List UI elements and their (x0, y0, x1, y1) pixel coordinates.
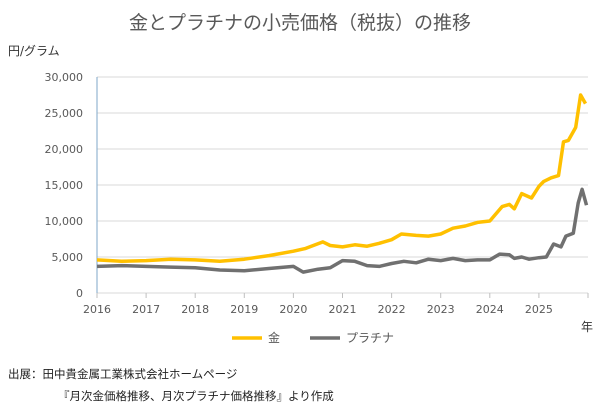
y-tick-label: 30,000 (45, 71, 84, 84)
x-tick-label: 2025 (525, 303, 553, 316)
chart-title: 金とプラチナの小売価格（税抜）の推移 (128, 12, 471, 34)
series-line-platinum (96, 187, 589, 274)
x-tick-label: 2022 (378, 303, 406, 316)
x-tick-label: 2018 (181, 303, 209, 316)
legend-label: プラチナ (346, 331, 394, 345)
y-tick-label: 15,000 (45, 179, 84, 192)
y-axis-label: 円/グラム (8, 44, 60, 58)
x-tick-label: 2016 (83, 303, 111, 316)
x-tick-label: 2019 (230, 303, 258, 316)
y-tick-label: 10,000 (45, 215, 84, 228)
source-line-2: 『月次金価格推移、月次プラチナ価格推移』より作成 (58, 389, 334, 403)
x-tick-label: 2017 (132, 303, 160, 316)
x-tick-label: 2024 (476, 303, 504, 316)
y-tick-label: 5,000 (52, 251, 84, 264)
series-line-gold (96, 93, 588, 264)
y-tick-label: 0 (76, 287, 83, 300)
x-tick-label: 2023 (427, 303, 455, 316)
y-tick-label: 20,000 (45, 143, 84, 156)
x-tick-label: 2020 (279, 303, 307, 316)
x-axis-label: 年 (581, 320, 594, 334)
source-line-1: 出展：田中貴金属工業株式会社ホームページ (8, 367, 238, 381)
x-tick-label: 2021 (329, 303, 357, 316)
legend-label: 金 (268, 330, 280, 345)
y-tick-label: 25,000 (45, 107, 84, 120)
